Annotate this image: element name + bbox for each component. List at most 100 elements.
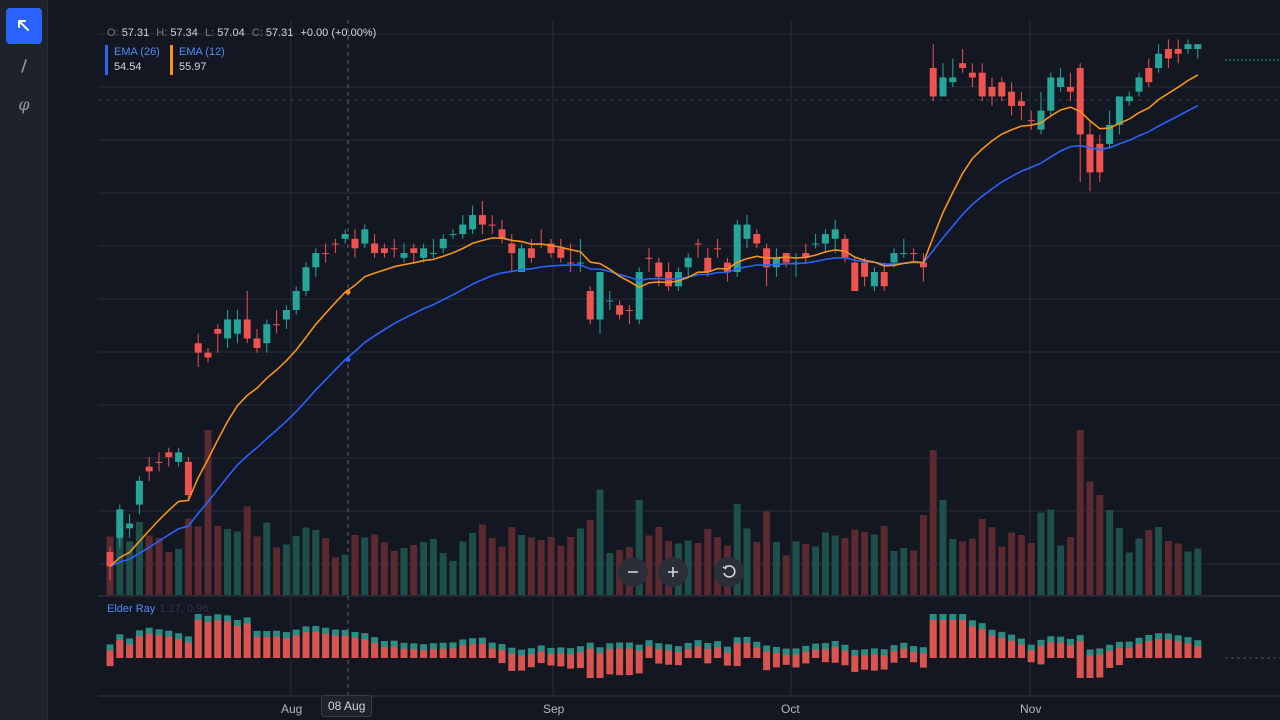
volume-bar [420,542,428,595]
time-label-aug: Aug [281,702,303,716]
candle-body [253,338,261,348]
ohlc-legend: O: 57.31 H: 57.34 L: 57.04 C: 57.31 +0.0… [107,27,380,39]
volume-bar [1017,535,1025,595]
elder-bear-bar [498,650,506,664]
elder-bull-bar [723,646,731,658]
elder-bear-bar [910,652,918,663]
elder-bear-bar [1135,643,1143,658]
elder-bear-bar [1174,641,1182,658]
elder-bull-bar [596,647,604,658]
candle-body [292,291,300,310]
elder-bear-bar [1164,639,1172,658]
trendline-tool-button[interactable] [6,48,42,84]
elder-bear-bar [567,654,575,669]
volume-bar [204,430,212,595]
volume-bar [508,527,516,595]
elder-ray-label: Elder Ray [107,603,156,615]
close-label: C: [251,27,263,39]
low-label: L: [204,27,215,39]
candle-body [616,305,624,315]
volume-bar [586,520,594,595]
elder-bear-bar [508,653,516,671]
elder-bear-bar [939,620,947,658]
elder-bear-bar [380,646,388,658]
close-value: 57.31 [265,27,294,39]
volume-bar [606,553,614,595]
volume-bar [1174,543,1182,595]
volume-bar [469,533,477,595]
price-chart[interactable] [48,0,1280,720]
elder-bull-bar [508,647,516,658]
elder-bear-bar [1194,646,1202,658]
candle-body [1066,86,1074,92]
volume-bar [1008,532,1016,595]
candle-body [469,215,477,230]
candle-body [998,82,1006,97]
candle-body [704,257,712,273]
elder-bear-bar [547,653,555,666]
candle-body [1145,67,1153,83]
volume-bar [576,528,584,595]
elder-bear-bar [488,648,496,658]
volume-bar [371,534,379,595]
volume-bar [449,561,457,595]
candle-body [478,215,486,225]
elder-bear-bar [596,653,604,678]
elder-bull-bar [576,646,584,658]
elder-bear-bar [312,631,320,658]
elder-bear-bar [1155,639,1163,658]
candle-body [645,257,653,259]
volume-bar [763,511,771,595]
elder-bull-bar [518,649,526,658]
volume-bar [851,529,859,595]
elder-bear-bar [684,648,692,658]
volume-bar [978,519,986,595]
ema26-legend[interactable]: EMA (26) 54.54 [105,45,160,75]
elder-bear-bar [557,653,565,667]
zoom-out-button[interactable] [618,557,648,587]
low-value: 57.04 [217,27,245,39]
volume-bar [929,450,937,595]
volume-bar [890,551,898,595]
candle-body [978,72,986,97]
ema12-legend[interactable]: EMA (12) 55.97 [170,45,225,75]
elder-bear-bar [390,646,398,658]
candle-body [547,243,555,254]
volume-bar [390,551,398,595]
volume-bar [361,537,369,595]
elder-bear-bar [292,635,300,658]
reset-icon [722,565,736,578]
cursor-tool-button[interactable] [6,8,42,44]
candle-body [743,224,751,239]
reset-zoom-button[interactable] [714,557,744,587]
candle-body [968,72,976,78]
volume-bar [567,537,575,595]
elder-bull-bar [557,647,565,658]
volume-bar [861,532,869,595]
fib-tool-button[interactable]: φ [6,86,42,122]
elder-bear-bar [635,650,643,674]
volume-bar [253,536,261,595]
candle-body [371,243,379,254]
volume-bar [772,542,780,595]
elder-ray-legend[interactable]: Elder Ray 1.27, 0.96 [107,603,208,615]
zoom-in-button[interactable] [658,557,688,587]
elder-bear-bar [655,649,663,664]
candle-body [400,253,408,258]
volume-bar [518,535,526,595]
volume-bar [312,530,320,595]
elder-bear-bar [704,648,712,664]
elder-ray-values: 1.27, 0.96 [159,603,209,615]
elder-bear-bar [674,652,682,666]
elder-bear-bar [978,629,986,658]
elder-bull-bar [674,646,682,658]
elder-bear-bar [1086,655,1094,678]
candle-body [420,248,428,258]
elder-bear-bar [537,651,545,664]
elder-bear-bar [214,620,222,658]
elder-bear-bar [743,642,751,658]
elder-bear-bar [723,652,731,666]
elder-bear-bar [429,649,437,658]
volume-bar [1125,552,1133,595]
time-label-oct: Oct [781,702,800,716]
